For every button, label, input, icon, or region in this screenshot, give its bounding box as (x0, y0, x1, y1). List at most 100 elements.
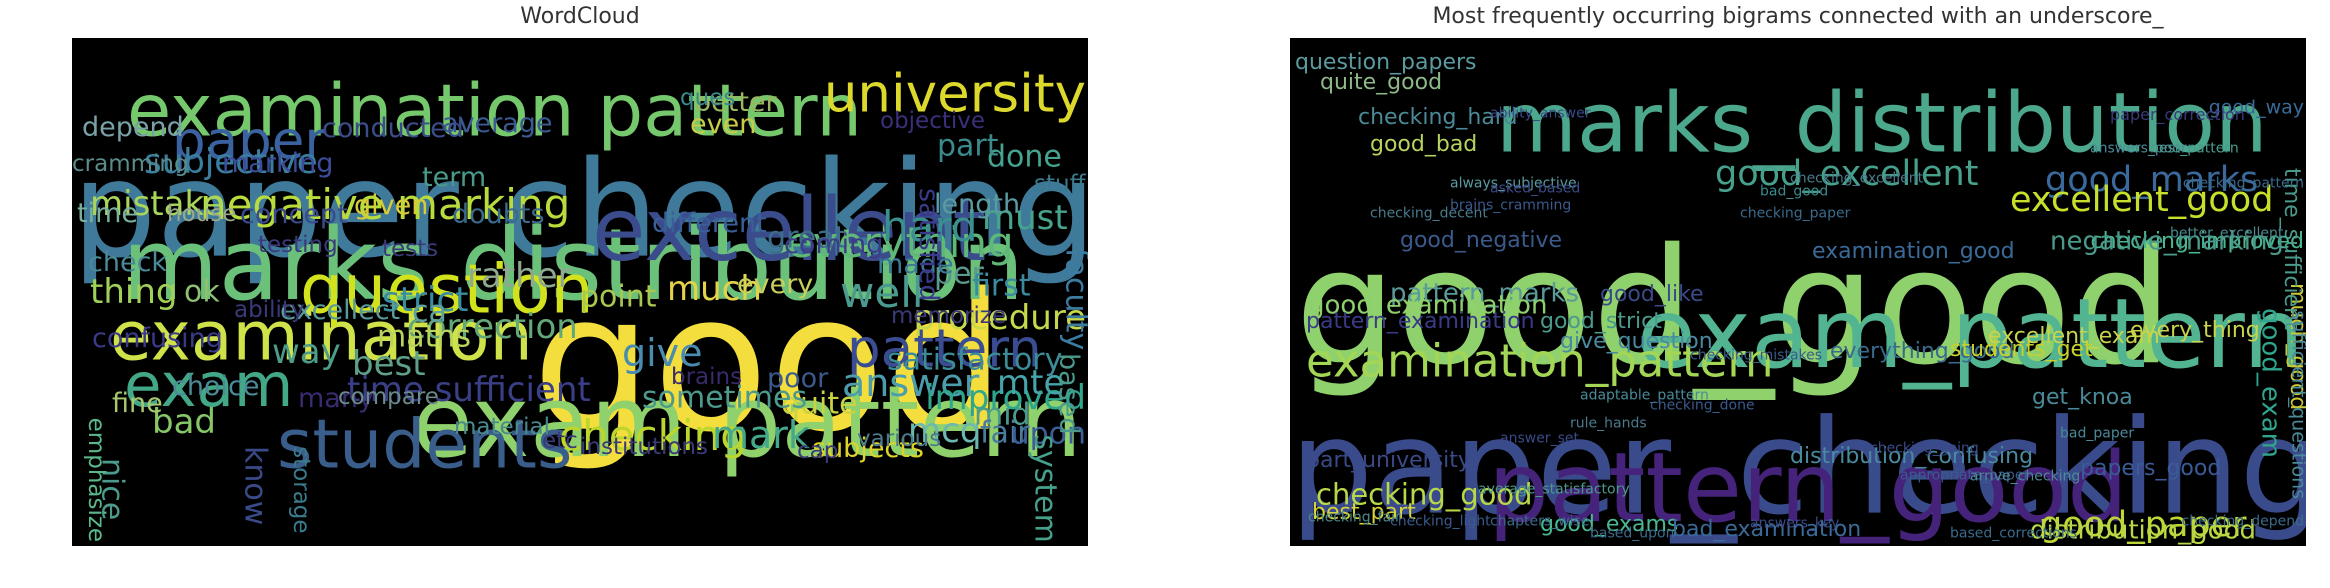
wordcloud-word-tests: tests (382, 236, 438, 262)
wordcloud-word-given: given (354, 190, 428, 221)
wordcloud-word-time-sufficient: time_sufficient (2279, 168, 2304, 330)
wordcloud-word-doubts: doubts (452, 199, 545, 230)
wordcloud-word-better-excellent: better_excellent (2170, 226, 2284, 242)
wordcloud-word-mark: mark (712, 413, 810, 457)
wordcloud-word-coming: coming (784, 229, 883, 260)
wordcloud-word-satisfied: satisfied (913, 188, 944, 302)
wordcloud-word-everything: everything (787, 218, 1014, 267)
wordcloud-word-every-thing: every_thing (2130, 318, 2260, 343)
wordcloud-word-satisfactory: satisfactory (887, 343, 1062, 378)
wordcloud-word-asked-based: asked_based (1490, 181, 1580, 197)
wordcloud-word-excellent-exam: excellent_exam (1988, 324, 2160, 349)
wordcloud-word-paper-checking: paper_checking (1290, 391, 2306, 544)
wordcloud-word-know: know (237, 446, 272, 525)
wordcloud-word-answers-key: answers_key (1750, 516, 1839, 532)
wordcloud-word-ques: ques (680, 85, 735, 111)
wordcloud-word-question: question (300, 251, 594, 330)
wordcloud-word-well: well (840, 268, 924, 317)
wordcloud-word-poor: poor (767, 363, 829, 394)
wordcloud-word-maths: maths (377, 320, 471, 355)
wordcloud-word-many: many (298, 383, 374, 414)
wordcloud-word-choice: choice (172, 371, 259, 402)
wordcloud-word-checking-going: checking_going (1870, 441, 1979, 457)
wordcloud-word-papers-good: papers_good (2080, 456, 2221, 481)
wordcloud-word-compare: compare (338, 384, 439, 410)
wordcloud-word-made: made (877, 249, 954, 280)
wordcloud-word-must: must (982, 198, 1068, 238)
wordcloud-word-faculty: faculty (1058, 248, 1088, 350)
wordcloud-word-best-pattern: best_pattern (2150, 141, 2239, 157)
wordcloud-word-point: point (580, 280, 657, 315)
wordcloud-word-average-statisfactory: average_statisfactory (1478, 482, 1630, 498)
wordcloud-word-strict: strict (382, 280, 469, 320)
wordcloud-word-good-examination: good_examination (1308, 290, 1547, 320)
wordcloud-word-based: based (1053, 353, 1084, 435)
wordcloud-word-fair: fair (980, 416, 1030, 451)
wordcloud-word-pattern-marks: pattern_marks (1390, 278, 1579, 308)
wordcloud-word-emphasize: emphasize (83, 418, 109, 542)
wordcloud-word-time-sufficient: time sufficient (347, 370, 591, 410)
wordcloud-word-question-papers: question_papers (1295, 50, 1477, 75)
wordcloud-word-nice: nice (94, 458, 129, 520)
wordcloud-word-excellent: excellent (592, 179, 986, 281)
wordcloud-word-marking: marking (222, 148, 333, 179)
wordcloud-word-checking-pattern: checking_pattern (2183, 176, 2304, 192)
wordcloud-word-correction: correction (407, 307, 578, 347)
wordcloud-word-mcq: mcq (908, 411, 981, 451)
wordcloud-word-good-way: good_way (2209, 97, 2304, 119)
wordcloud-word-term: term (422, 162, 486, 193)
wordcloud-word-checking-mistakes: checking_mistakes (1690, 348, 1822, 364)
wordcloud-word-always-subjective: always_subjective (1450, 176, 1577, 192)
wordcloud-word-distribution-good: distribution_good (2030, 515, 2256, 545)
wordcloud-word-pattern: pattern (847, 318, 1042, 379)
wordcloud-word-improved: improved (925, 378, 1086, 418)
wordcloud-word-subjects: subjects (812, 433, 924, 464)
wordcloud-word-concept: concept (240, 199, 348, 230)
wordcloud-word-good-excellent: good_excellent (1715, 154, 1978, 194)
wordcloud-word-first: first (972, 269, 1031, 304)
wordcloud-word-much: much (667, 269, 762, 309)
wordcloud-word-exam-pattern: exam_pattern (1637, 278, 2304, 390)
wordcloud-word-quite: quite (781, 387, 858, 422)
wordcloud-word-average: average (442, 108, 553, 139)
wordcloud-word-various: various (857, 426, 941, 452)
wordcloud-word-excellent-good: excellent_good (2010, 180, 2273, 220)
wordcloud-word-sufficient-questions: sufficient_questions (2287, 310, 2306, 499)
wordcloud-word-material: material (454, 414, 550, 440)
wordcloud-word-objective: objective (880, 108, 985, 134)
wordcloud-word-good-good: good_good (1295, 213, 2173, 400)
wordcloud-word-based-corrections: based_corrections (1950, 526, 2077, 542)
wordcloud-word-cap: cap (797, 438, 838, 464)
wordcloud-word-exam: exam (124, 350, 293, 421)
wordcloud-word-even: even (690, 109, 756, 140)
wordcloud-word-checking-hard: checking_hard (1358, 105, 1517, 130)
wordcloud-word-depend: depend (82, 112, 184, 143)
wordcloud-word-good: good (532, 253, 1006, 474)
wordcloud-word-testing: testing (258, 232, 338, 258)
wordcloud-word-bad-paper: bad_paper (2060, 426, 2134, 442)
wordcloud-word-part: part (937, 129, 999, 164)
wordcloud-word-stuff: stuff (1034, 171, 1087, 197)
wordcloud-word-paper: paper (172, 110, 326, 171)
wordcloud-word-good-negative: good_negative (1400, 228, 1562, 253)
wordcloud-word-good-marks: good_marks (2045, 160, 2258, 200)
wordcloud-word-paper-checking: paper checking (72, 134, 1088, 288)
wordcloud-word-bad-examination: bad_examination (1672, 517, 1861, 542)
wordcloud-word-length: length (934, 189, 1020, 220)
wordcloud-left: good paper checking marks distribution exam… (72, 38, 1088, 546)
wordcloud-word-etc: etc (542, 428, 578, 454)
wordcloud-word-negative-marking: negative_marking (2050, 226, 2284, 256)
wordcloud-word-brains: brains (671, 364, 742, 390)
wordcloud-word-checking-depend: checking_depend (2182, 514, 2304, 530)
wordcloud-word-much-good: much_good (2285, 283, 2306, 410)
wordcloud-word-check: check (88, 247, 167, 278)
wordcloud-word-checking-decent: checking_decent (1370, 206, 1488, 222)
wordcloud-word-rule-hands: rule_hands (1570, 416, 1647, 432)
wordcloud-word-memorize: memorize (891, 303, 1006, 329)
chart-title-right: Most frequently occurring bigrams connec… (1432, 4, 2164, 29)
wordcloud-word-fine: fine (112, 388, 163, 419)
wordcloud-word-upon: upon (1011, 417, 1086, 452)
wordcloud-word-house: house (167, 201, 236, 227)
wordcloud-word-good-bad: good_bad (1370, 132, 1477, 157)
